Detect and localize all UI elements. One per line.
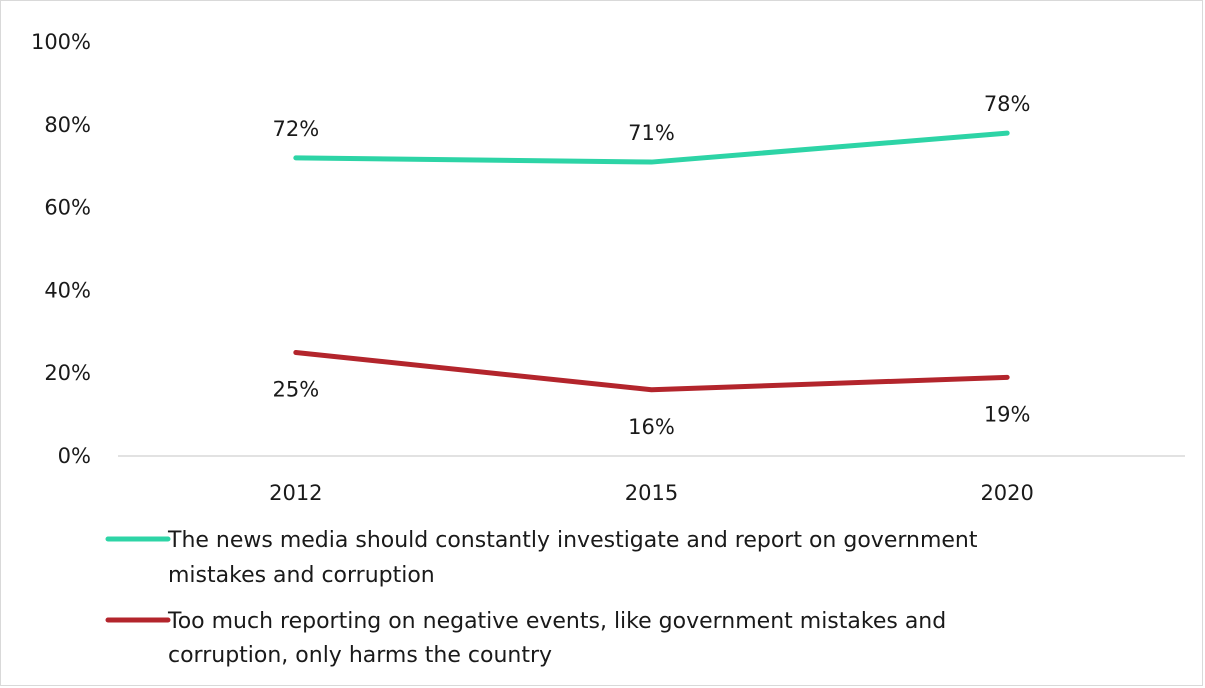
- legend-label-harms-line2: corruption, only harms the country: [168, 643, 552, 668]
- series-line-harms: [293, 350, 1010, 393]
- legend: The news media should constantly investi…: [105, 528, 978, 668]
- data-labels: 72% 71% 78% 25% 16% 19%: [272, 92, 1030, 439]
- data-label-investigate: 71%: [628, 121, 675, 145]
- y-tick-label: 60%: [44, 196, 91, 220]
- data-label-investigate: 78%: [984, 92, 1031, 116]
- y-axis-ticks: 0% 20% 40% 60% 80% 100%: [31, 30, 91, 468]
- y-tick-label: 80%: [44, 113, 91, 137]
- y-tick-label: 40%: [44, 278, 91, 302]
- legend-label-investigate-line1: The news media should constantly investi…: [167, 528, 978, 553]
- y-tick-label: 20%: [44, 361, 91, 385]
- data-label-harms: 19%: [984, 402, 1031, 426]
- series-layer: [293, 130, 1010, 393]
- y-tick-label: 0%: [58, 444, 91, 468]
- x-tick-label: 2015: [625, 481, 678, 505]
- data-label-investigate: 72%: [272, 117, 319, 141]
- x-tick-label: 2020: [980, 481, 1033, 505]
- legend-item-investigate: The news media should constantly investi…: [105, 528, 978, 588]
- data-label-harms: 25%: [272, 378, 319, 402]
- data-label-harms: 16%: [628, 415, 675, 439]
- x-tick-label: 2012: [269, 481, 322, 505]
- x-axis-ticks: 2012 2015 2020: [269, 481, 1034, 505]
- y-tick-label: 100%: [31, 30, 91, 54]
- legend-label-investigate-line2: mistakes and corruption: [168, 563, 435, 588]
- legend-item-harms: Too much reporting on negative events, l…: [105, 609, 946, 668]
- series-line-investigate: [293, 130, 1010, 165]
- legend-label-harms-line1: Too much reporting on negative events, l…: [167, 609, 946, 634]
